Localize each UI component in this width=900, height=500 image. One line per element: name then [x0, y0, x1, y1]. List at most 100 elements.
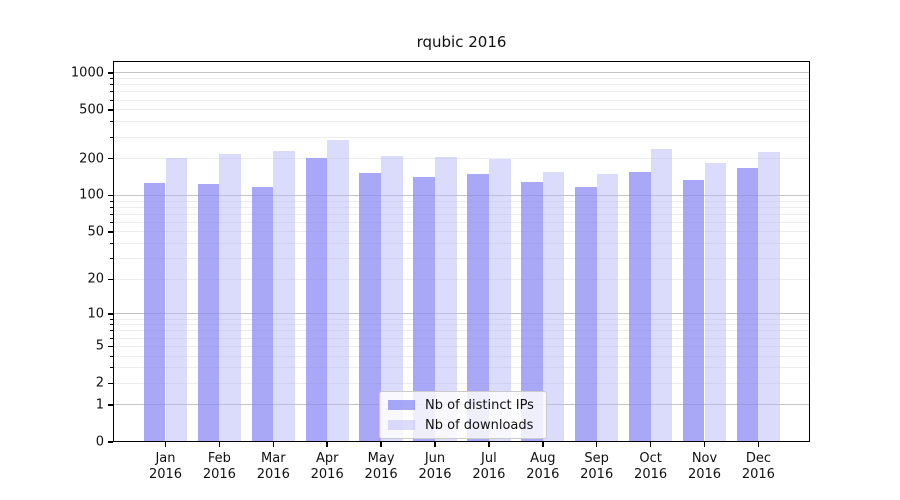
bar-nb-of-downloads-jul: [488, 158, 511, 442]
x-label-month: May: [367, 451, 395, 466]
bar-nb-of-distinct-ips-sep: [575, 187, 597, 442]
x-label-month: Jan: [155, 451, 176, 466]
x-label-year: 2016: [580, 467, 614, 482]
y-tick-50: [108, 231, 113, 233]
bar-nb-of-downloads-may: [381, 155, 403, 442]
y-tick-label-100: 100: [79, 187, 104, 203]
bar-nb-of-distinct-ips-jan: [143, 183, 166, 442]
x-label-month: Feb: [207, 451, 231, 466]
y-tick-label-50: 50: [87, 224, 104, 240]
bar-nb-of-downloads-oct: [650, 149, 673, 442]
y-minor-tick-30: [110, 258, 113, 260]
gridline-80: [113, 206, 810, 208]
y-minor-tick-800: [110, 84, 113, 86]
x-label-month: Nov: [691, 451, 718, 466]
gridline-100: [113, 194, 810, 196]
gridline-6: [113, 337, 810, 339]
plot-area: Nb of distinct IPs Nb of downloads 0 1 2 5 10…: [71, 61, 810, 482]
y-minor-tick-7: [110, 330, 113, 332]
bar-nb-of-downloads-mar: [273, 151, 295, 442]
x-tick-label-nov: Nov 2016: [688, 451, 721, 483]
y-tick-label-200: 200: [79, 151, 104, 167]
legend-label-nb-of-distinct-ips: Nb of distinct IPs: [425, 397, 534, 413]
x-tick-jul: [488, 442, 490, 447]
x-tick-mar: [272, 442, 275, 447]
y-minor-tick-400: [110, 121, 113, 123]
y-tick-500: [108, 109, 113, 111]
legend-label-nb-of-downloads: Nb of downloads: [425, 417, 534, 433]
gridline-2: [113, 382, 810, 384]
y-minor-tick-40: [110, 243, 113, 245]
y-tick-label-1: 1: [95, 397, 104, 413]
x-tick-label-sep: Sep 2016: [580, 451, 613, 483]
bar-nb-of-downloads-sep: [596, 174, 619, 442]
gridline-300: [113, 136, 810, 138]
gridline-400: [113, 121, 810, 123]
x-tick-label-aug: Aug 2016: [526, 451, 559, 483]
x-label-year: 2016: [202, 467, 236, 482]
gridline-20: [113, 278, 810, 280]
gridline-1000: [113, 72, 810, 74]
bar-nb-of-distinct-ips-may: [359, 173, 382, 442]
x-tick-label-jul: Jul 2016: [472, 451, 505, 483]
gridline-4: [113, 355, 810, 357]
x-tick-label-apr: Apr 2016: [311, 451, 344, 483]
x-label-month: Oct: [639, 451, 662, 466]
bar-nb-of-distinct-ips-apr: [305, 158, 328, 442]
y-tick-200: [108, 157, 113, 160]
x-label-month: Mar: [261, 451, 286, 466]
bar-nb-of-distinct-ips-aug: [521, 181, 543, 442]
gridline-60: [113, 221, 810, 223]
y-minor-tick-600: [110, 99, 113, 101]
legend-entry-nb-of-distinct-ips: Nb of distinct IPs: [388, 397, 534, 413]
x-label-month: Aug: [530, 451, 556, 466]
gridline-7: [113, 330, 810, 332]
x-label-year: 2016: [472, 467, 506, 482]
x-tick-label-feb: Feb 2016: [203, 451, 236, 483]
bar-nb-of-downloads-aug: [542, 172, 565, 442]
gridline-9: [113, 318, 810, 320]
bar-nb-of-distinct-ips-nov: [682, 180, 705, 442]
y-tick-10: [108, 313, 113, 315]
x-tick-apr: [326, 442, 328, 447]
x-label-month: Apr: [315, 451, 339, 466]
y-tick-label-20: 20: [87, 271, 104, 287]
y-minor-tick-70: [110, 213, 113, 215]
chart-title: rqubic 2016: [416, 33, 507, 51]
y-minor-tick-60: [110, 221, 113, 223]
bar-nb-of-distinct-ips-jun: [413, 176, 435, 442]
gridline-800: [113, 84, 810, 86]
y-tick-100: [108, 194, 113, 197]
gridline-70: [113, 213, 810, 215]
bar-nb-of-downloads-jan: [165, 158, 188, 442]
x-tick-sep: [595, 442, 598, 447]
x-tick-aug: [542, 442, 544, 447]
bar-nb-of-distinct-ips-mar: [251, 187, 274, 442]
x-label-month: Sep: [584, 451, 609, 466]
y-tick-0: [108, 441, 113, 443]
x-label-year: 2016: [741, 467, 775, 482]
x-label-year: 2016: [364, 467, 398, 482]
gridline-40: [113, 243, 810, 245]
gridline-700: [113, 91, 810, 93]
bar-nb-of-downloads-dec: [758, 151, 781, 442]
y-minor-tick-9: [110, 318, 113, 320]
x-tick-nov: [703, 442, 706, 447]
x-label-year: 2016: [256, 467, 290, 482]
y-tick-label-10: 10: [87, 306, 104, 322]
x-tick-label-jan: Jan 2016: [149, 451, 182, 483]
bar-nb-of-distinct-ips-jul: [467, 174, 489, 442]
x-tick-label-mar: Mar 2016: [257, 451, 290, 483]
y-minor-tick-90: [110, 200, 113, 202]
x-tick-label-oct: Oct 2016: [634, 451, 667, 483]
gridline-50: [113, 231, 810, 233]
y-tick-2: [108, 382, 113, 385]
gridline-900: [113, 78, 810, 80]
y-tick-label-0: 0: [95, 434, 104, 450]
x-label-year: 2016: [310, 467, 344, 482]
gridline-90: [113, 200, 810, 202]
gridline-10: [113, 313, 810, 315]
bar-nb-of-downloads-apr: [327, 139, 349, 442]
x-label-month: Jun: [424, 451, 446, 466]
